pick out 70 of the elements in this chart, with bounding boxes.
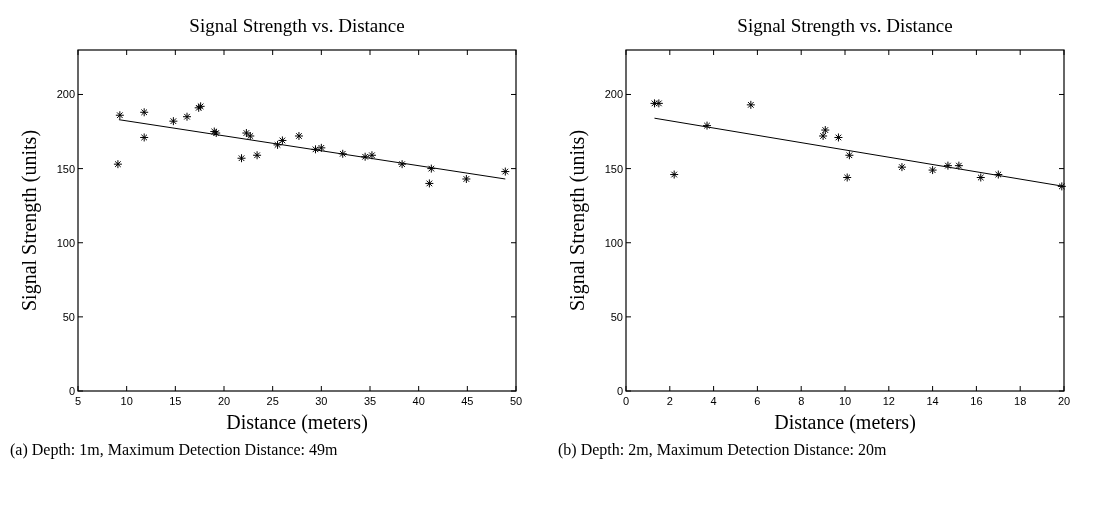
point — [168, 116, 178, 126]
x-tick-label: 16 — [970, 395, 983, 407]
y-tick-label: 150 — [604, 162, 623, 175]
point — [928, 165, 938, 175]
point — [245, 131, 255, 141]
point — [954, 161, 964, 171]
point — [833, 132, 843, 142]
chart-title: Signal Strength vs. Distance — [737, 15, 953, 36]
y-tick-label: 0 — [68, 385, 75, 397]
point — [237, 153, 247, 163]
x-tick-label: 10 — [120, 395, 133, 407]
point — [842, 173, 852, 182]
point — [338, 149, 348, 159]
point — [897, 162, 907, 172]
x-tick-label: 20 — [217, 395, 231, 407]
point — [669, 170, 679, 180]
point — [294, 131, 304, 141]
y-tick-label: 100 — [56, 236, 75, 249]
x-tick-label: 10 — [838, 395, 852, 407]
y-tick-label: 200 — [604, 88, 623, 101]
y-tick-label: 150 — [56, 162, 75, 175]
x-tick-label: 25 — [266, 395, 279, 407]
point — [649, 98, 659, 108]
point — [820, 125, 830, 135]
y-axis-title: Signal Strength (units) — [18, 129, 41, 312]
y-tick-label: 50 — [610, 310, 623, 323]
point — [993, 170, 1003, 180]
y-axis-title: Signal Strength (units) — [566, 129, 589, 312]
point — [844, 150, 854, 160]
text: (b) Depth: 2m, Maximum Detection Distance: 20m — [558, 440, 888, 461]
x-tick-label: 5 — [74, 395, 82, 407]
point — [182, 112, 192, 122]
point — [139, 132, 149, 142]
point — [115, 110, 125, 120]
point — [461, 174, 471, 184]
y-tick-label: 200 — [56, 88, 75, 101]
x-tick-label: 40 — [412, 395, 425, 407]
x-tick-label: 18 — [1014, 395, 1027, 407]
point — [976, 173, 986, 182]
x-axis-title: Distance (meters) — [774, 411, 916, 434]
x-tick-label: 4 — [710, 395, 717, 407]
point — [943, 161, 953, 171]
point — [818, 131, 828, 141]
x-tick-label: 35 — [363, 395, 377, 407]
point — [702, 121, 712, 131]
point — [746, 100, 756, 110]
x-tick-label: 2 — [666, 395, 673, 407]
x-tick-label: 8 — [798, 395, 805, 407]
x-tick-label: 45 — [461, 395, 474, 407]
x-tick-label: 6 — [754, 395, 761, 407]
point — [426, 164, 436, 174]
x-axis-title: Distance (meters) — [226, 411, 368, 434]
x-tick-label: 30 — [315, 395, 328, 407]
x-tick-label: 14 — [926, 395, 939, 407]
y-tick-label: 50 — [62, 310, 75, 323]
x-tick-label: 12 — [882, 395, 895, 407]
text: (a) Depth: 1m, Maximum Detection Distance: 49m — [10, 440, 339, 461]
x-tick-label: 20 — [1057, 395, 1071, 407]
y-tick-label: 0 — [616, 385, 623, 397]
chart-title: Signal Strength vs. Distance — [189, 15, 405, 36]
y-tick-label: 100 — [604, 236, 623, 249]
point — [113, 159, 123, 169]
point — [424, 178, 434, 188]
point — [252, 150, 262, 160]
x-tick-label: 50 — [509, 395, 523, 407]
x-tick-label: 15 — [169, 395, 182, 407]
point — [654, 98, 664, 108]
point — [397, 159, 407, 169]
point — [241, 128, 251, 138]
point — [139, 107, 149, 117]
